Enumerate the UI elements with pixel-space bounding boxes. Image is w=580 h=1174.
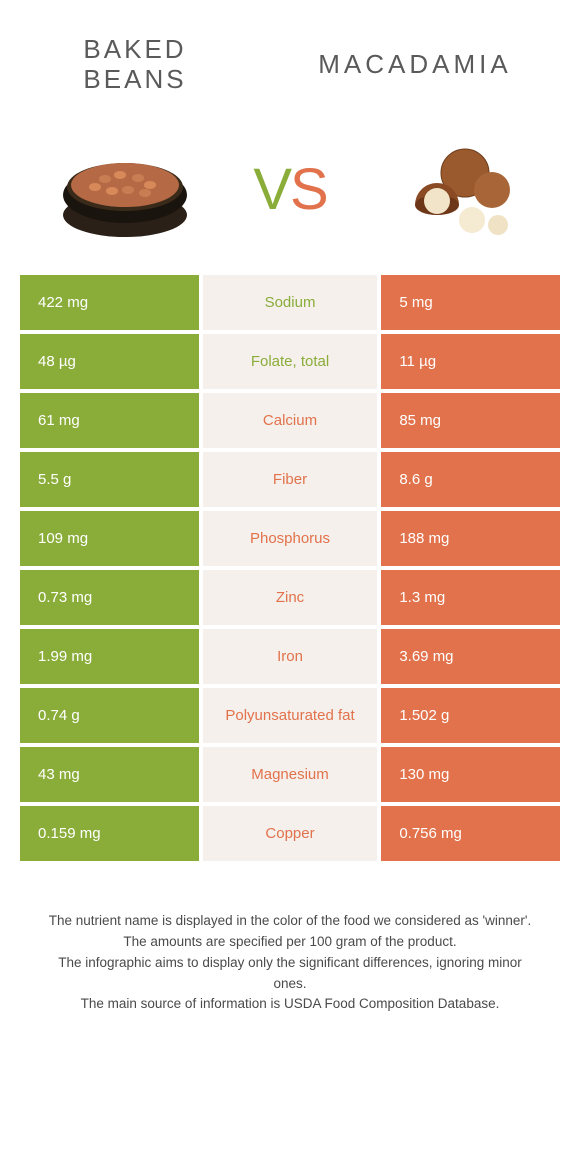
- left-value: 109 mg: [20, 511, 199, 566]
- macadamia-image: [380, 135, 530, 245]
- left-value: 5.5 g: [20, 452, 199, 507]
- nutrient-label: Sodium: [203, 275, 378, 330]
- image-row: VS: [20, 125, 560, 275]
- left-value: 0.74 g: [20, 688, 199, 743]
- left-value: 422 mg: [20, 275, 199, 330]
- table-row: 422 mgSodium5 mg: [20, 275, 560, 330]
- table-row: 43 mgMagnesium130 mg: [20, 747, 560, 802]
- nutrient-label: Copper: [203, 806, 378, 861]
- nutrient-label: Magnesium: [203, 747, 378, 802]
- left-value: 43 mg: [20, 747, 199, 802]
- nutrient-label: Folate, total: [203, 334, 378, 389]
- table-row: 109 mgPhosphorus188 mg: [20, 511, 560, 566]
- left-value: 1.99 mg: [20, 629, 199, 684]
- nutrient-table: 422 mgSodium5 mg48 µgFolate, total11 µg6…: [20, 275, 560, 861]
- table-row: 61 mgCalcium85 mg: [20, 393, 560, 448]
- right-value: 11 µg: [381, 334, 560, 389]
- right-value: 8.6 g: [381, 452, 560, 507]
- table-row: 48 µgFolate, total11 µg: [20, 334, 560, 389]
- table-row: 0.73 mgZinc1.3 mg: [20, 570, 560, 625]
- baked-beans-image: [50, 135, 200, 245]
- footnote-line: The main source of information is USDA F…: [40, 994, 540, 1015]
- footnote-line: The infographic aims to display only the…: [40, 953, 540, 995]
- table-row: 0.159 mgCopper0.756 mg: [20, 806, 560, 861]
- left-value: 0.73 mg: [20, 570, 199, 625]
- right-value: 1.502 g: [381, 688, 560, 743]
- table-row: 5.5 gFiber8.6 g: [20, 452, 560, 507]
- nutrient-label: Calcium: [203, 393, 378, 448]
- nutrient-label: Phosphorus: [203, 511, 378, 566]
- right-value: 3.69 mg: [381, 629, 560, 684]
- left-food-title: Baked beans: [60, 35, 210, 95]
- left-value: 61 mg: [20, 393, 199, 448]
- header: Baked beans Macadamia: [20, 20, 560, 125]
- right-value: 188 mg: [381, 511, 560, 566]
- footnote: The nutrient name is displayed in the co…: [20, 861, 560, 1036]
- right-value: 85 mg: [381, 393, 560, 448]
- right-food-title: Macadamia: [310, 50, 520, 80]
- footnote-line: The nutrient name is displayed in the co…: [40, 911, 540, 932]
- nutrient-label: Zinc: [203, 570, 378, 625]
- right-value: 5 mg: [381, 275, 560, 330]
- right-value: 0.756 mg: [381, 806, 560, 861]
- vs-v: V: [253, 157, 290, 222]
- nutrient-label: Polyunsaturated fat: [203, 688, 378, 743]
- vs-label: VS: [253, 156, 326, 223]
- left-value: 0.159 mg: [20, 806, 199, 861]
- table-row: 1.99 mgIron3.69 mg: [20, 629, 560, 684]
- vs-s: S: [290, 157, 327, 222]
- footnote-line: The amounts are specified per 100 gram o…: [40, 932, 540, 953]
- right-value: 130 mg: [381, 747, 560, 802]
- left-value: 48 µg: [20, 334, 199, 389]
- nutrient-label: Iron: [203, 629, 378, 684]
- table-row: 0.74 gPolyunsaturated fat1.502 g: [20, 688, 560, 743]
- nutrient-label: Fiber: [203, 452, 378, 507]
- right-value: 1.3 mg: [381, 570, 560, 625]
